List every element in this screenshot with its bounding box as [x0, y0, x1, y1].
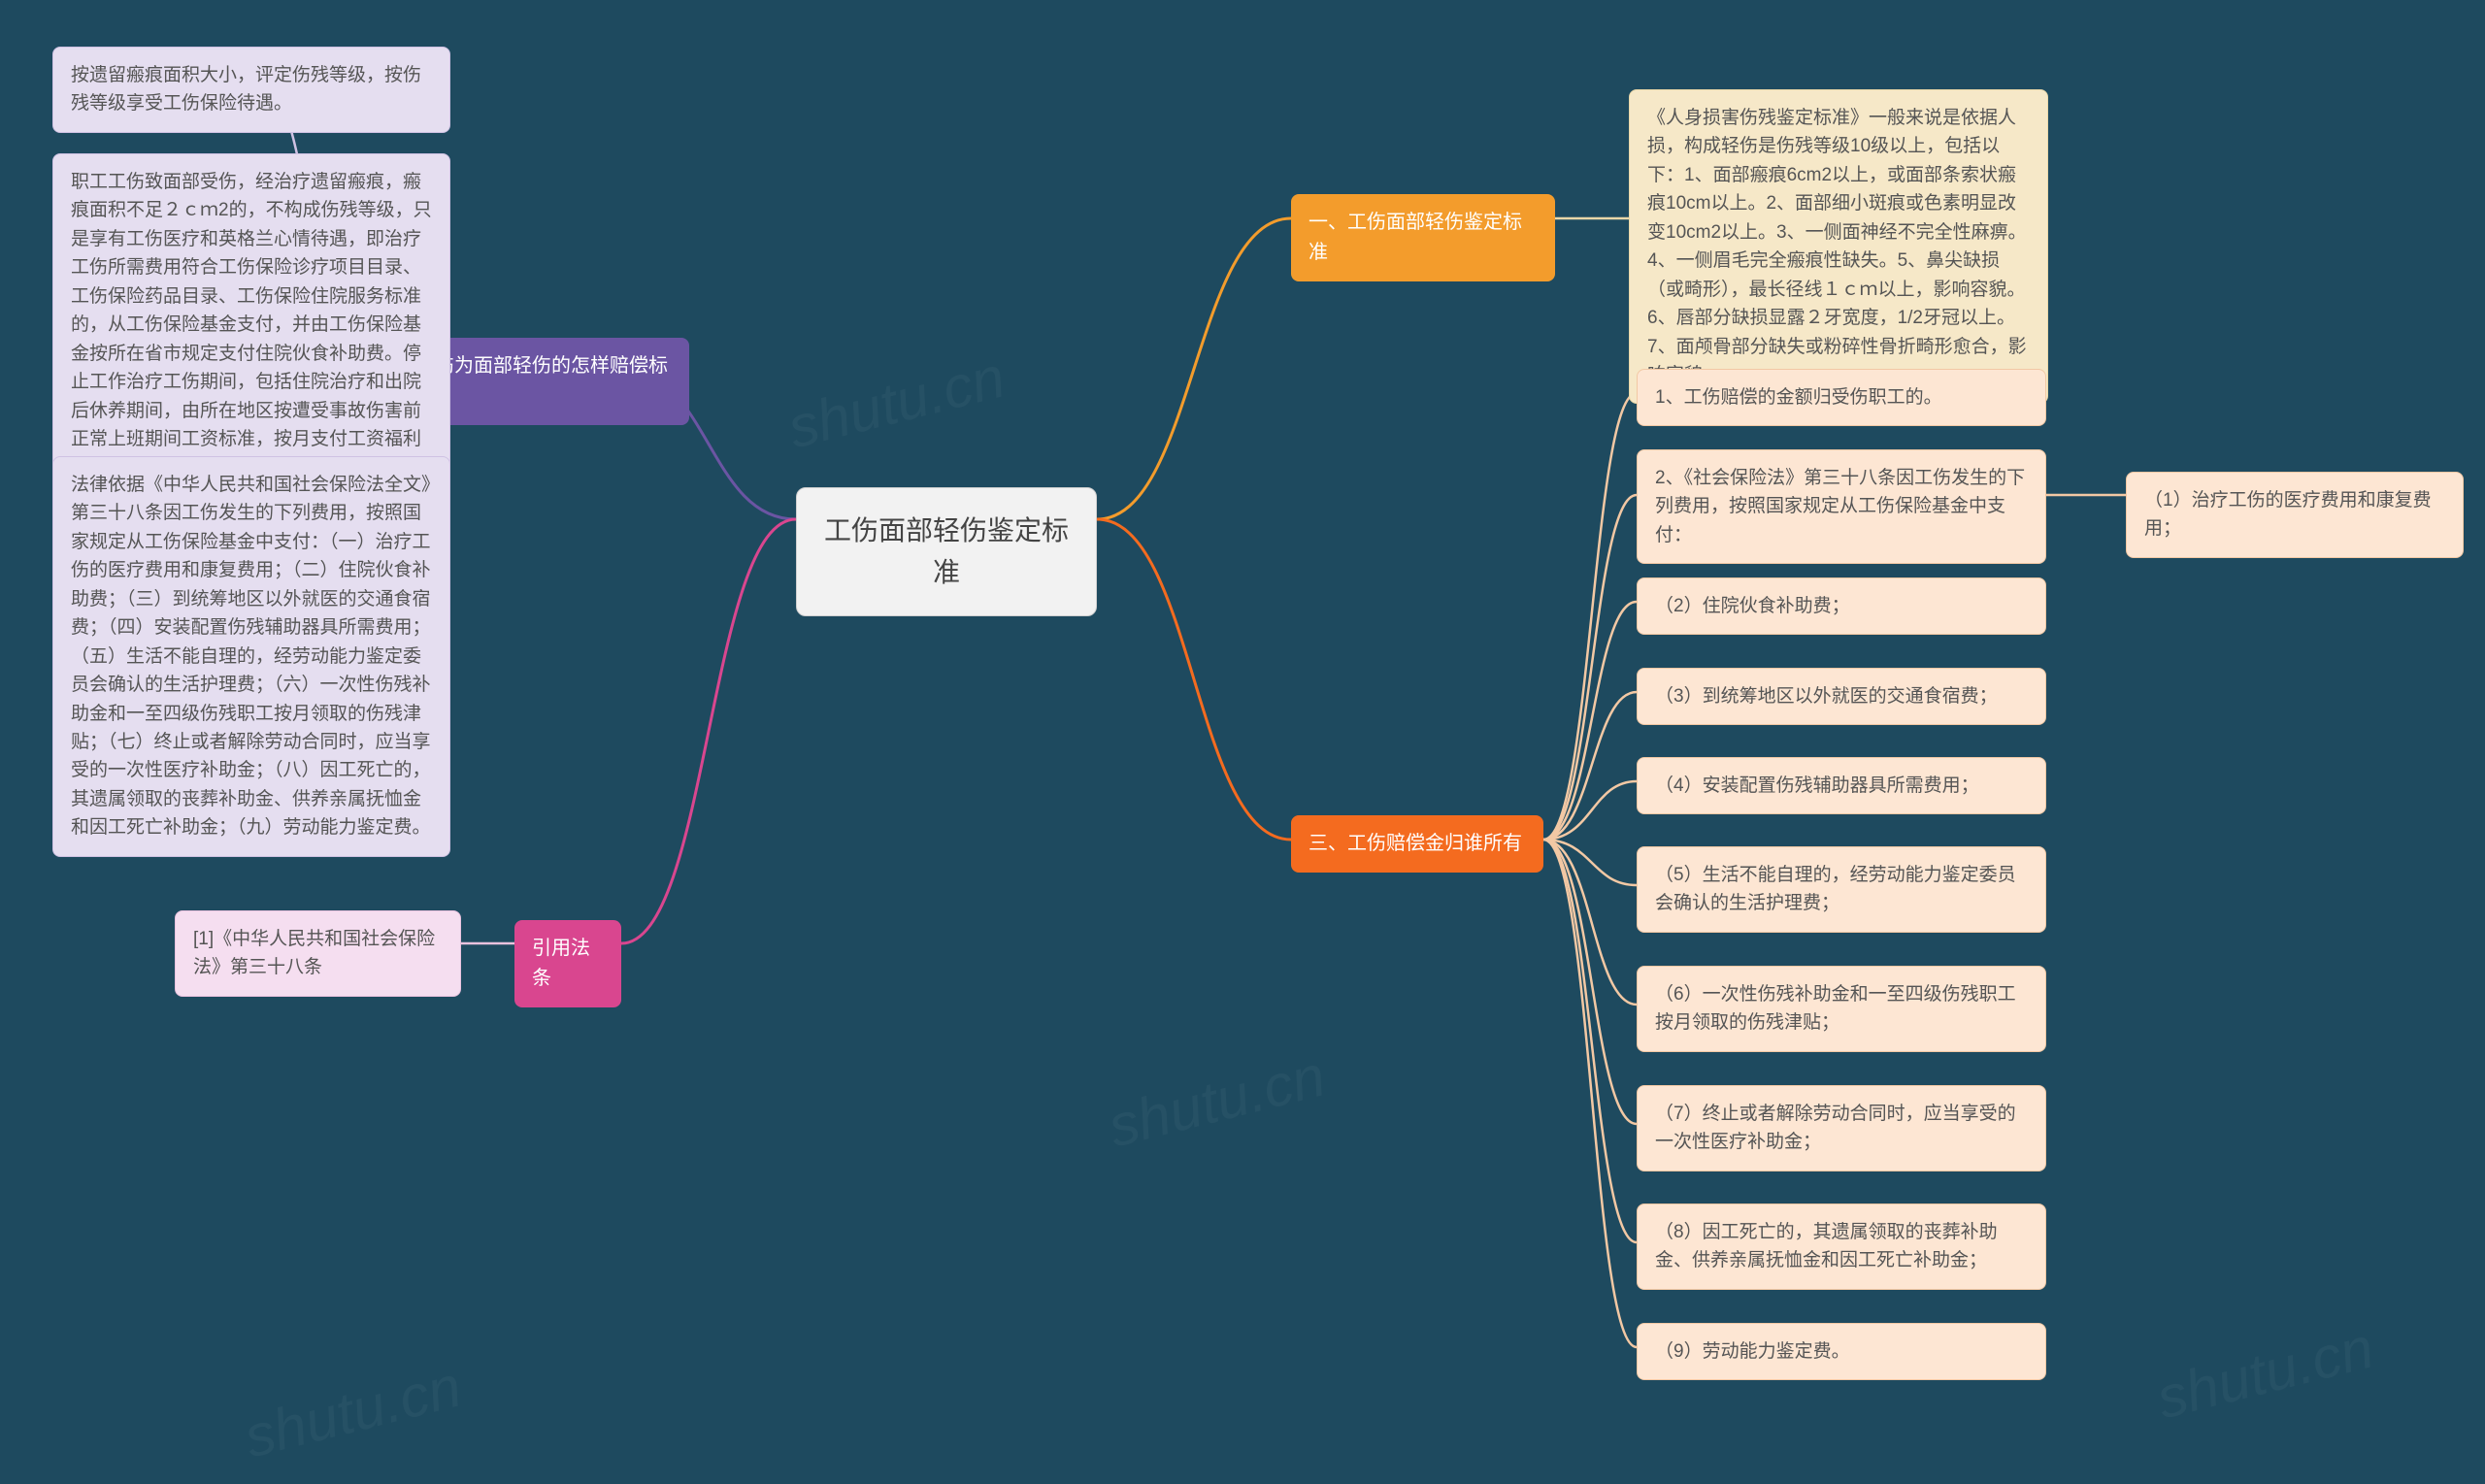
branch-three: 三、工伤赔偿金归谁所有	[1291, 815, 1543, 873]
branch-two-item-2: 职工工伤致面部受伤，经治疗遗留瘢痕，瘢痕面积不足２ｃｍ2的，不构成伤残等级，只是…	[52, 153, 450, 497]
branch-three-item-4: （3）到统筹地区以外就医的交通食宿费；	[1637, 668, 2046, 725]
branch-cite-leaf: [1]《中华人民共和国社会保险法》第三十八条	[175, 910, 461, 997]
branch-two-item-3: 法律依据《中华人民共和国社会保险法全文》第三十八条因工伤发生的下列费用，按照国家…	[52, 456, 450, 857]
branch-three-item-3: （2）住院伙食补助费；	[1637, 577, 2046, 635]
branch-three-item-1: 1、工伤赔偿的金额归受伤职工的。	[1637, 369, 2046, 426]
branch-two-item-1: 按遗留瘢痕面积大小，评定伤残等级，按伤残等级享受工伤保险待遇。	[52, 47, 450, 133]
root-node: 工伤面部轻伤鉴定标准	[796, 487, 1097, 616]
branch-one-leaf: 《人身损害伤残鉴定标准》一般来说是依据人损，构成轻伤是伤残等级10级以上，包括以…	[1629, 89, 2048, 404]
branch-three-item-2-sub: （1）治疗工伤的医疗费用和康复费用；	[2126, 472, 2464, 558]
watermark: shutu.cn	[2150, 1314, 2380, 1433]
watermark: shutu.cn	[238, 1353, 468, 1471]
branch-three-item-10: （9）劳动能力鉴定费。	[1637, 1323, 2046, 1380]
branch-three-item-5: （4）安装配置伤残辅助器具所需费用；	[1637, 757, 2046, 814]
branch-three-item-7: （6）一次性伤残补助金和一至四级伤残职工按月领取的伤残津贴；	[1637, 966, 2046, 1052]
branch-three-item-9: （8）因工死亡的，其遗属领取的丧葬补助金、供养亲属抚恤金和因工死亡补助金；	[1637, 1204, 2046, 1290]
branch-three-item-8: （7）终止或者解除劳动合同时，应当享受的一次性医疗补助金；	[1637, 1085, 2046, 1171]
watermark: shutu.cn	[781, 344, 1011, 462]
watermark: shutu.cn	[1102, 1042, 1332, 1161]
branch-three-item-6: （5）生活不能自理的，经劳动能力鉴定委员会确认的生活护理费；	[1637, 846, 2046, 933]
branch-three-item-2: 2、《社会保险法》第三十八条因工伤发生的下列费用，按照国家规定从工伤保险基金中支…	[1637, 449, 2046, 564]
branch-one: 一、工伤面部轻伤鉴定标准	[1291, 194, 1555, 281]
branch-cite: 引用法条	[514, 920, 621, 1007]
